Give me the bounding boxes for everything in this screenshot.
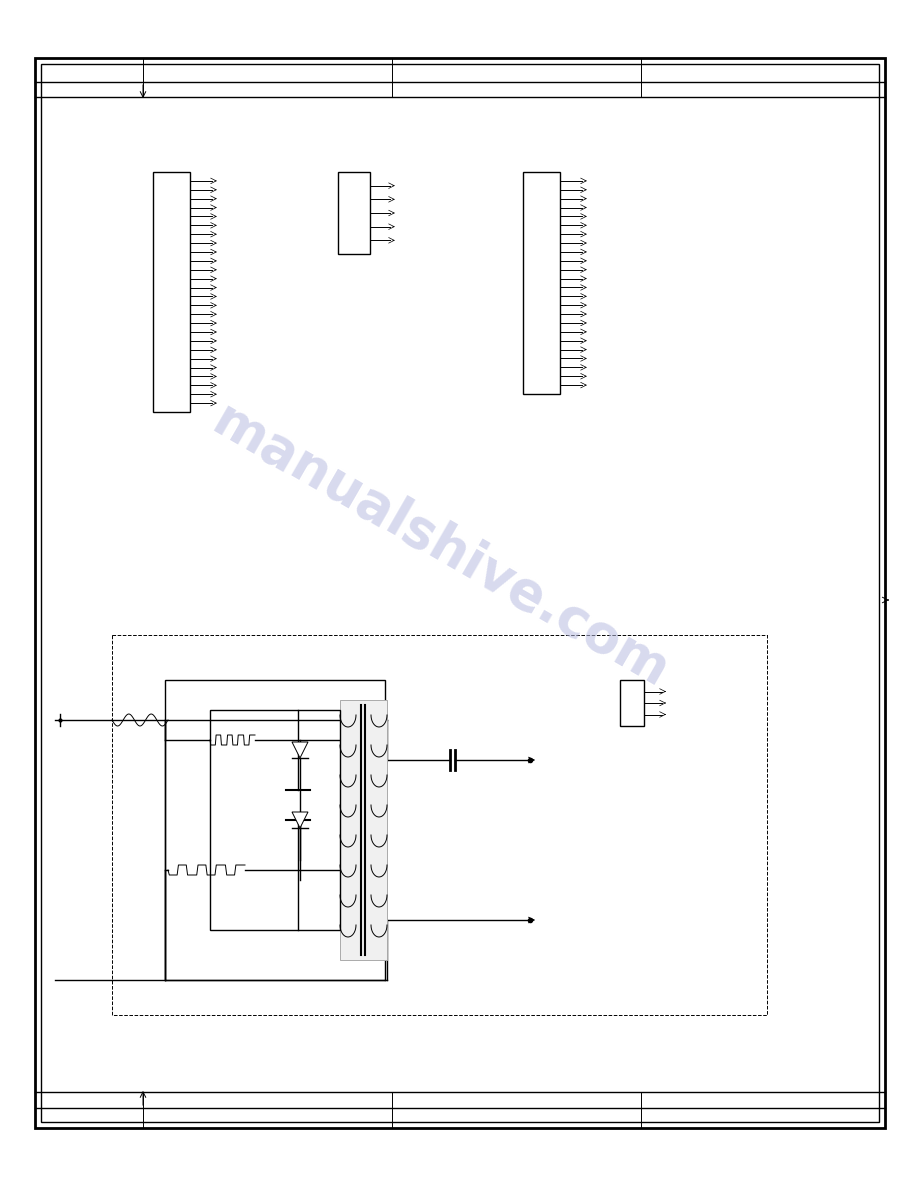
Polygon shape <box>292 813 308 828</box>
Polygon shape <box>292 742 308 758</box>
Bar <box>153 172 190 412</box>
Bar <box>165 680 385 980</box>
Bar <box>523 172 560 394</box>
Bar <box>338 172 370 254</box>
Bar <box>41 64 879 1121</box>
Bar <box>620 680 644 726</box>
Bar <box>210 710 340 930</box>
Text: manualshive.com: manualshive.com <box>203 394 678 699</box>
Bar <box>340 700 387 960</box>
Bar <box>112 636 767 1015</box>
